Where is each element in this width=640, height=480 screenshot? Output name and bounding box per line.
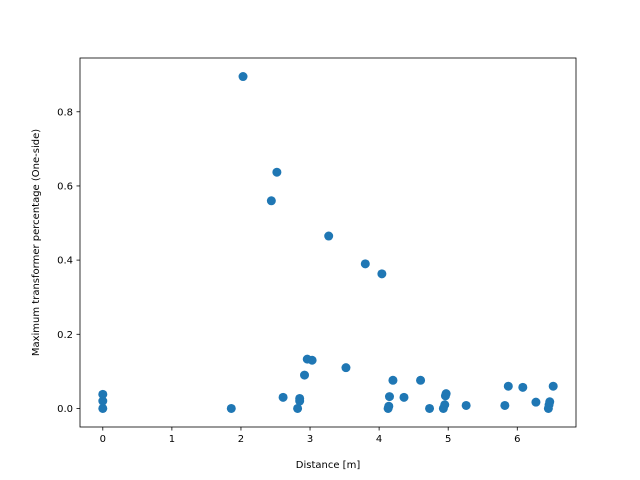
data-point: [307, 355, 317, 365]
data-point: [360, 259, 370, 269]
data-point: [461, 400, 471, 410]
x-axis-ticks: 0 1 2 3 4 5 6: [100, 427, 520, 445]
x-axis-label: Distance [m]: [296, 460, 361, 471]
y-tick-label: 0.8: [57, 107, 73, 118]
x-tick-label: 3: [307, 434, 313, 445]
data-point: [518, 382, 528, 392]
data-point: [416, 375, 426, 385]
data-point: [295, 393, 305, 403]
data-point: [293, 403, 303, 413]
data-point: [278, 392, 288, 402]
data-point: [266, 196, 276, 206]
x-tick-label: 2: [238, 434, 244, 445]
data-point: [98, 403, 108, 413]
data-point: [503, 381, 513, 391]
y-tick-label: 0.4: [57, 256, 73, 267]
data-points: [98, 72, 558, 413]
x-tick-label: 6: [514, 434, 520, 445]
x-tick-label: 5: [445, 434, 451, 445]
data-point: [384, 392, 394, 402]
data-point: [377, 269, 387, 279]
data-point: [425, 403, 435, 413]
data-point: [441, 389, 451, 399]
y-tick-label: 0.0: [57, 404, 73, 415]
data-point: [399, 392, 409, 402]
x-tick-label: 1: [169, 434, 175, 445]
data-point: [500, 400, 510, 410]
data-point: [98, 396, 108, 406]
data-point: [238, 72, 248, 82]
y-tick-label: 0.6: [57, 181, 73, 192]
data-point: [98, 389, 108, 399]
data-point: [341, 363, 351, 373]
data-point: [548, 381, 558, 391]
data-point: [388, 375, 398, 385]
y-tick-label: 0.2: [57, 330, 73, 341]
y-axis-ticks: 0.0 0.2 0.4 0.6 0.8: [57, 107, 80, 415]
data-point: [272, 167, 282, 177]
data-point: [440, 400, 450, 410]
data-point: [531, 397, 541, 407]
data-point: [324, 231, 334, 241]
data-point: [545, 397, 555, 407]
x-tick-label: 4: [376, 434, 382, 445]
x-tick-label: 0: [100, 434, 106, 445]
y-axis-label: Maximum transformer percentage (One-side…: [31, 129, 42, 356]
data-point: [300, 370, 310, 380]
data-point: [384, 401, 394, 411]
data-point: [226, 403, 236, 413]
axes-frame: [79, 57, 577, 428]
